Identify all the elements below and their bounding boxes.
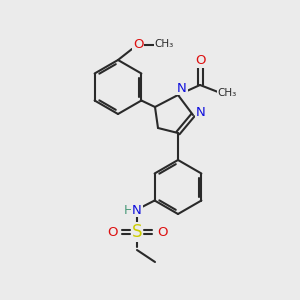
- Text: N: N: [132, 203, 142, 217]
- Text: CH₃: CH₃: [218, 88, 237, 98]
- Text: H: H: [123, 203, 133, 217]
- Text: N: N: [177, 82, 187, 94]
- Text: S: S: [132, 223, 142, 241]
- Text: O: O: [195, 55, 205, 68]
- Text: N: N: [196, 106, 206, 119]
- Text: O: O: [133, 38, 143, 52]
- Text: O: O: [157, 226, 167, 238]
- Text: O: O: [107, 226, 117, 238]
- Text: CH₃: CH₃: [154, 39, 174, 49]
